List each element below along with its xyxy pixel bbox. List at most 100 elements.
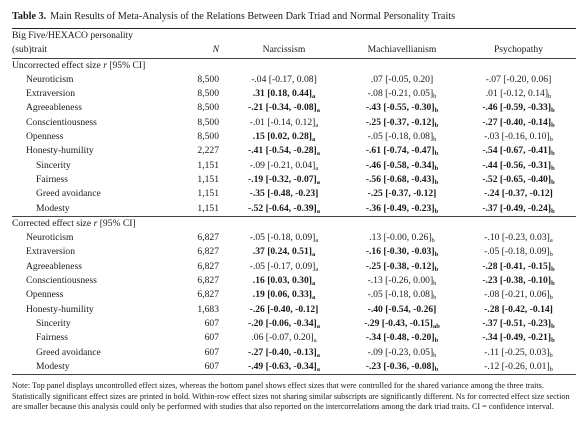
effect-size-value: .16 [0.03, 0.30] (252, 275, 312, 287)
table-row: Neuroticism 6,827 -.05 [-0.18, 0.09]a .13 [… (12, 231, 576, 245)
machiavellianism-cell: -.09 [-0.23, 0.05]b (343, 346, 461, 360)
effect-size-value: -.37 [-0.51, -0.23] (482, 317, 552, 329)
section-title-ci: [95% CI] (97, 217, 136, 229)
narcissism-cell: .37 [0.24, 0.51]a (225, 245, 343, 259)
header-trait-line2: (sub)trait (12, 44, 48, 56)
subscript: b (551, 207, 555, 215)
subscript: b (551, 322, 555, 330)
machiavellianism-cell: -.29 [-0.43, -0.15]ab (343, 317, 461, 331)
sample-size: 607 (204, 332, 219, 344)
sample-size: 1,151 (197, 159, 219, 171)
header-rule (12, 57, 576, 59)
subscript: b (434, 337, 439, 345)
table-row: Conscientiousness 8,500 -.01 [-0.14, 0.12]… (12, 116, 576, 130)
subscript: b (434, 265, 439, 273)
psychopathy-cell: -.10 [-0.23, 0.03]a (461, 231, 576, 245)
psychopathy-cell: -.05 [-0.18, 0.09]b (461, 245, 576, 259)
trait-label: Sincerity (36, 317, 71, 329)
narcissism-cell: .06 [-0.07, 0.20]a (225, 331, 343, 345)
narcissism-cell: -.05 [-0.18, 0.09]a (225, 231, 343, 245)
psychopathy-cell: -.24 [-0.37, -0.12] (461, 187, 576, 201)
sample-size: 1,151 (197, 173, 219, 185)
narcissism-cell: -.27 [-0.40, -0.13]a (225, 346, 343, 360)
machiavellianism-cell: -.25 [-0.37, -0.12] (343, 187, 461, 201)
effect-size-value: -.09 [-0.23, 0.05] (367, 346, 434, 358)
effect-size-value: -.01 [-0.14, 0.12] (249, 116, 316, 128)
subscript: b (433, 280, 437, 288)
subscript: a (311, 294, 316, 302)
narcissism-cell: -.01 [-0.14, 0.12]a (225, 116, 343, 130)
effect-size-value: -.26 [-0.40, -0.12] (249, 303, 319, 315)
trait-label: Extraversion (26, 88, 76, 100)
subscript: b (551, 164, 555, 172)
sample-size: 1,683 (197, 303, 219, 315)
subscript: a (311, 251, 316, 259)
machiavellianism-cell: -.13 [-0.26, 0.00]b (343, 274, 461, 288)
header-n: N (212, 44, 219, 56)
psychopathy-cell: -.12 [-0.26, 0.01]b (461, 360, 576, 374)
psychopathy-cell: -.44 [-0.56, -0.31]b (461, 159, 576, 173)
effect-size-value: -.03 [-0.16, 0.10] (484, 131, 550, 143)
header-row-2: (sub)trait N Narcissism Machiavellianism… (12, 43, 576, 58)
trait-label: Neuroticism (26, 232, 74, 244)
psychopathy-cell: -.27 [-0.40, -0.14]b (461, 116, 576, 130)
machiavellianism-cell: -.34 [-0.48, -0.20]b (343, 331, 461, 345)
subscript: b (551, 337, 555, 345)
effect-size-value: -.41 [-0.54, -0.28] (248, 145, 317, 157)
effect-size-value: -.44 [-0.56, -0.31] (482, 159, 552, 171)
effect-size-value: -.05 [-0.18, 0.08] (367, 289, 434, 301)
section-title-text: Uncorrected effect size (12, 59, 104, 71)
sample-size: 6,827 (197, 289, 219, 301)
effect-size-value: -.28 [-0.41, -0.15] (482, 260, 552, 272)
subscript: b (433, 136, 437, 144)
subscript: b (434, 164, 439, 172)
trait-label: Conscientiousness (26, 275, 97, 287)
effect-size-value: -.46 [-0.59, -0.33] (482, 102, 552, 114)
psychopathy-cell: -.28 [-0.41, -0.15]b (461, 260, 576, 274)
effect-size-value: .01 [-0.12, 0.14] (485, 88, 549, 100)
effect-size-value: -.27 [-0.40, -0.14] (482, 116, 552, 128)
subscript: a (311, 136, 316, 144)
machiavellianism-cell: -.05 [-0.18, 0.08]b (343, 288, 461, 302)
psychopathy-cell: -.37 [-0.51, -0.23]b (461, 317, 576, 331)
trait-label: Greed avoidance (36, 346, 101, 358)
machiavellianism-cell: -.40 [-0.54, -0.26] (343, 303, 461, 317)
machiavellianism-cell: -.05 [-0.18, 0.08]b (343, 130, 461, 144)
machiavellianism-cell: -.25 [-0.37, -0.12]b (343, 116, 461, 130)
effect-size-value: -.11 [-0.25, 0.03] (484, 346, 550, 358)
results-table: Big Five/HEXACO personality (sub)trait N… (12, 29, 576, 374)
section-title: Uncorrected effect size r [95% CI] (12, 59, 576, 73)
effect-size-value: .37 [0.24, 0.51] (252, 246, 312, 258)
sample-size: 607 (204, 346, 219, 358)
narcissism-cell: -.20 [-0.06, -0.34]a (225, 317, 343, 331)
section-title-row: Corrected effect size r [95% CI] (12, 217, 576, 231)
subscript: b (434, 251, 439, 259)
psychopathy-cell: .01 [-0.12, 0.14]b (461, 87, 576, 101)
table-row: Greed avoidance 1,151 -.35 [-0.48, -0.23] -… (12, 187, 576, 201)
machiavellianism-cell: -.46 [-0.58, -0.34]b (343, 159, 461, 173)
effect-size-value: -.46 [-0.58, -0.34] (365, 159, 435, 171)
trait-label: Honesty-humility (26, 145, 94, 157)
effect-size-value: -.52 [-0.64, -0.39] (248, 202, 317, 214)
trait-label: Modesty (36, 360, 70, 372)
narcissism-cell: -.09 [-0.21, 0.04]a (225, 159, 343, 173)
narcissism-cell: -.21 [-0.34, -0.08]a (225, 101, 343, 115)
effect-size-value: -.43 [-0.55, -0.30] (365, 102, 435, 114)
subscript: a (316, 107, 320, 115)
subscript: b (551, 265, 555, 273)
subscript: b (433, 294, 437, 302)
table-row: Fairness 607.06 [-0.07, 0.20]a -.34 [-0.48… (12, 331, 576, 345)
table-row: Modesty 1,151 -.52 [-0.64, -0.39]a -.36 [-0… (12, 202, 576, 217)
narcissism-cell: -.35 [-0.48, -0.23] (225, 187, 343, 201)
machiavellianism-cell: -.25 [-0.38, -0.12]b (343, 260, 461, 274)
sample-size: 2,227 (197, 145, 219, 157)
bottom-rule (12, 374, 576, 376)
effect-size-value: -.08 [-0.21, 0.05] (367, 88, 434, 100)
top-rule (12, 28, 576, 29)
sample-size: 8,500 (197, 116, 219, 128)
narcissism-cell: .31 [0.18, 0.44]a (225, 87, 343, 101)
psychopathy-cell: -.23 [-0.38, -0.10]b (461, 274, 576, 288)
sample-size: 6,827 (197, 232, 219, 244)
subscript: a (549, 237, 553, 245)
narcissism-cell: .19 [0.06, 0.33]a (225, 288, 343, 302)
